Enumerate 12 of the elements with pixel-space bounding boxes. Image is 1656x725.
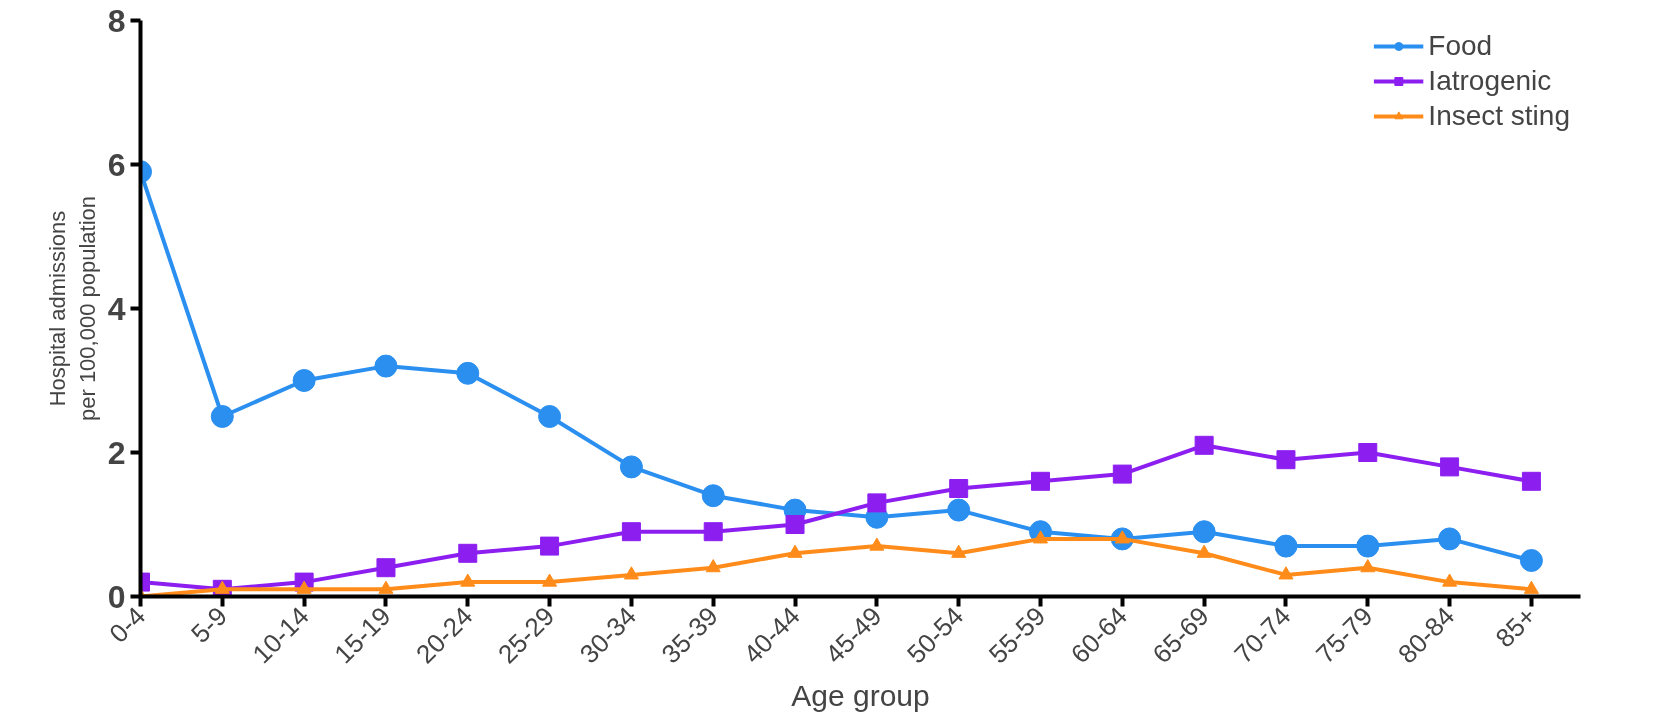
y-tick-label: 4 — [107, 290, 126, 327]
x-tick-label: 5-9 — [185, 600, 233, 649]
y-tick-label: 2 — [107, 434, 126, 471]
legend-label: Iatrogenic — [1428, 65, 1552, 97]
x-axis-title: Age group — [791, 679, 930, 713]
y-tick-label: 8 — [107, 2, 126, 39]
y-axis-title: Hospital admissions per 100,000 population — [44, 195, 100, 422]
legend-label: Insect sting — [1428, 100, 1570, 132]
x-tick-label: 85+ — [1489, 600, 1543, 654]
y-tick-label: 0 — [107, 578, 126, 615]
legend-label: Food — [1428, 30, 1493, 62]
y-tick-label: 6 — [107, 146, 126, 183]
